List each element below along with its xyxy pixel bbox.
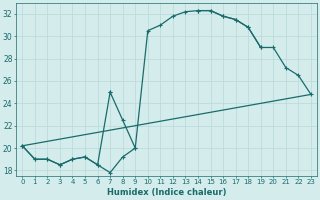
X-axis label: Humidex (Indice chaleur): Humidex (Indice chaleur) — [107, 188, 226, 197]
